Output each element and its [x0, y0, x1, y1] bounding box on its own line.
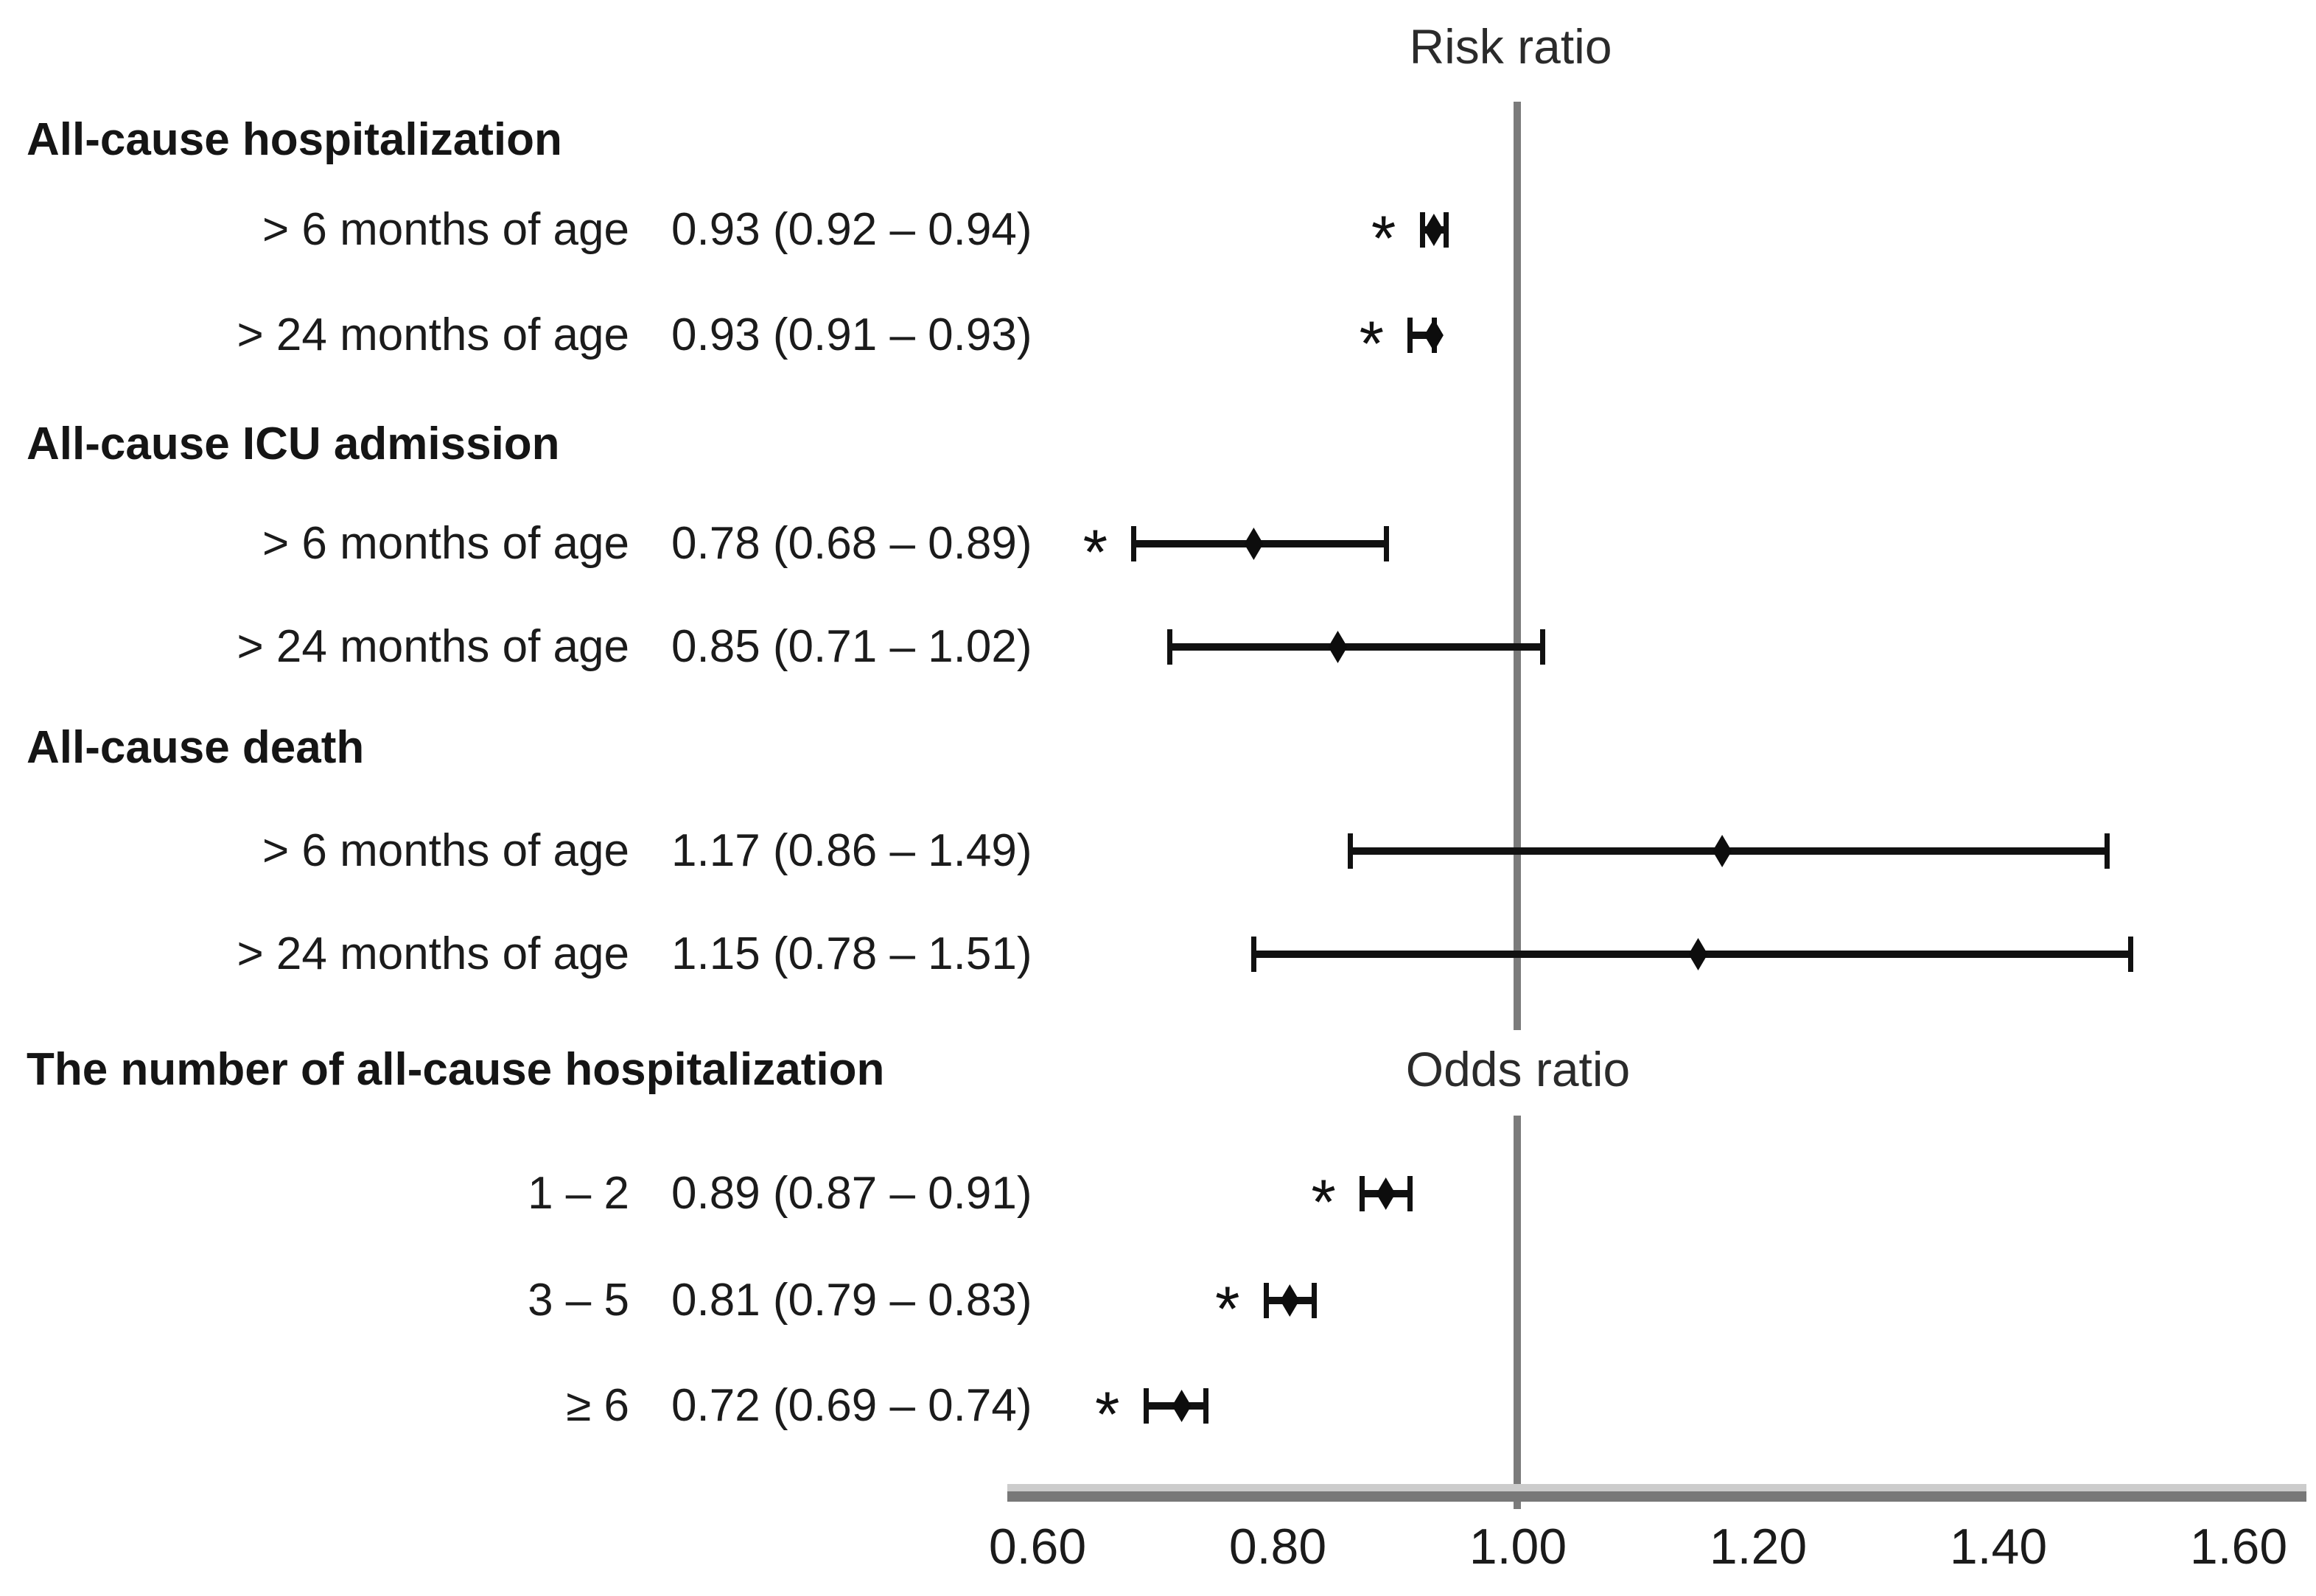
ci-cap-left — [1263, 1283, 1269, 1318]
point-marker — [1280, 1284, 1300, 1317]
point-marker — [1172, 1390, 1192, 1422]
x-tick-label: 1.20 — [1709, 1519, 1808, 1575]
row-value: 1.15 (0.78 – 1.51) — [671, 928, 1032, 979]
group-header: All-cause hospitalization — [27, 114, 562, 165]
significance-asterisk: * — [1082, 517, 1108, 589]
ci-cap-left — [1360, 1176, 1365, 1211]
x-tick-label: 1.60 — [2189, 1519, 2288, 1575]
x-tick-label: 0.60 — [988, 1519, 1087, 1575]
x-tick-label: 1.40 — [1949, 1519, 2048, 1575]
ci-cap-left — [1347, 833, 1353, 869]
row-value: 1.17 (0.86 – 1.49) — [671, 825, 1032, 876]
ci-cap-right — [1311, 1283, 1317, 1318]
row-label: 3 – 5 — [528, 1275, 629, 1326]
row-value: 0.85 (0.71 – 1.02) — [671, 621, 1032, 672]
row-label: ≥ 6 — [566, 1380, 629, 1431]
row-value: 0.81 (0.79 – 0.83) — [671, 1275, 1032, 1326]
ci-cap-left — [1251, 937, 1257, 972]
point-marker — [1328, 631, 1348, 663]
point-marker — [1424, 319, 1444, 351]
row-value: 0.89 (0.87 – 0.91) — [671, 1168, 1032, 1219]
ci-bar — [1169, 643, 1542, 651]
ci-cap-right — [1407, 1176, 1413, 1211]
row-label: > 24 months of age — [237, 309, 629, 360]
significance-asterisk: * — [1214, 1274, 1240, 1345]
group-header: All-cause death — [27, 722, 365, 773]
row-label: 1 – 2 — [528, 1168, 629, 1219]
reference-line-upper-segment — [1514, 102, 1521, 1030]
ci-cap-left — [1167, 629, 1173, 665]
x-axis-line — [1007, 1484, 2306, 1502]
significance-asterisk: * — [1359, 309, 1385, 380]
row-label: > 6 months of age — [262, 825, 629, 876]
ci-cap-left — [1131, 526, 1137, 561]
reference-line-lower-segment — [1514, 1116, 1521, 1509]
ci-cap-right — [2104, 833, 2110, 869]
ci-cap-right — [1539, 629, 1545, 665]
significance-asterisk: * — [1094, 1379, 1120, 1451]
ci-cap-right — [2128, 937, 2134, 972]
point-marker — [1244, 528, 1264, 560]
row-label: > 24 months of age — [237, 621, 629, 672]
ci-bar — [1410, 332, 1434, 339]
row-value: 0.72 (0.69 – 0.74) — [671, 1380, 1032, 1431]
point-marker — [1424, 214, 1444, 246]
odds-ratio-axis-title: Odds ratio — [1405, 1042, 1631, 1096]
ci-cap-left — [1407, 318, 1413, 353]
row-label: > 24 months of age — [237, 928, 629, 979]
group-header: The number of all-cause hospitalization — [27, 1044, 885, 1095]
ci-cap-right — [1383, 526, 1389, 561]
row-value: 0.78 (0.68 – 0.89) — [671, 518, 1032, 569]
point-marker — [1376, 1177, 1396, 1210]
row-value: 0.93 (0.92 – 0.94) — [671, 204, 1032, 255]
significance-asterisk: * — [1371, 203, 1396, 275]
ci-cap-right — [1203, 1388, 1209, 1424]
point-marker — [1688, 938, 1708, 970]
x-tick-label: 0.80 — [1228, 1519, 1327, 1575]
point-marker — [1712, 835, 1732, 867]
group-header: All-cause ICU admission — [27, 419, 560, 469]
row-label: > 6 months of age — [262, 518, 629, 569]
significance-asterisk: * — [1311, 1167, 1336, 1239]
x-tick-label: 1.00 — [1469, 1519, 1567, 1575]
ci-cap-left — [1419, 212, 1425, 248]
risk-ratio-axis-title: Risk ratio — [1409, 19, 1612, 74]
row-value: 0.93 (0.91 – 0.93) — [671, 309, 1032, 360]
row-label: > 6 months of age — [262, 204, 629, 255]
ci-cap-left — [1143, 1388, 1149, 1424]
ci-cap-right — [1444, 212, 1449, 248]
